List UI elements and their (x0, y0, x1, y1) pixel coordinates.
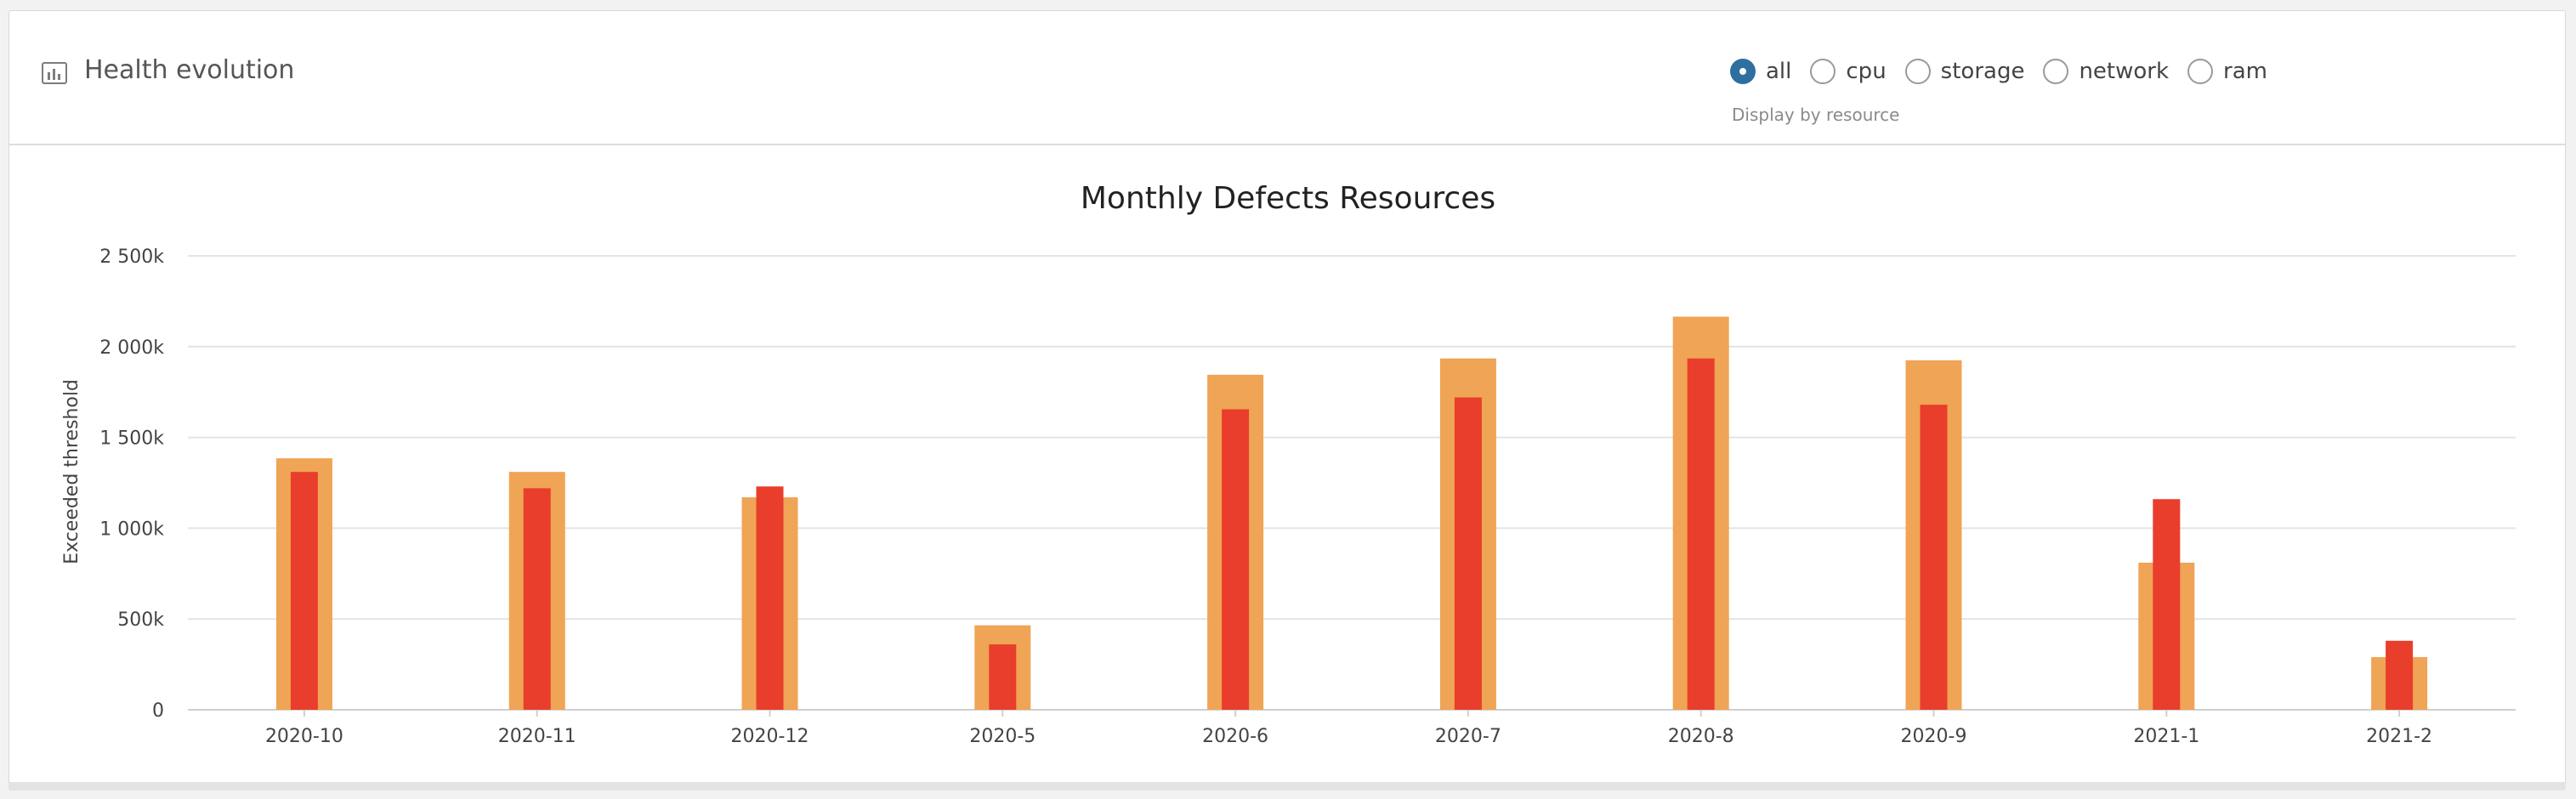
x-tick-label: 2020-6 (1202, 726, 1268, 747)
bar-series-2[interactable] (1920, 405, 1948, 710)
y-tick-label: 1 000k (99, 518, 164, 540)
radio-network-control[interactable] (2043, 59, 2069, 84)
resource-filter: all cpu storage network ram (1730, 59, 2286, 84)
bar-series-2[interactable] (1687, 358, 1715, 710)
x-tick-label: 2020-12 (731, 726, 809, 747)
y-tick-label: 1 500k (99, 428, 164, 450)
bar-series-2[interactable] (523, 488, 551, 710)
x-tick-label: 2020-8 (1668, 726, 1734, 747)
y-axis-label: Exceeded threshold (61, 379, 82, 564)
bar-series-2[interactable] (2153, 499, 2181, 710)
radio-ram-label[interactable]: ram (2223, 59, 2267, 84)
x-tick-label: 2020-5 (969, 726, 1036, 747)
bar-series-2[interactable] (2386, 640, 2414, 710)
bar-series-2[interactable] (290, 472, 318, 710)
bar-series-2[interactable] (989, 644, 1017, 710)
x-tick-label: 2020-11 (498, 726, 576, 747)
card-bottom-edge (9, 782, 2566, 790)
radio-cpu-control[interactable] (1810, 59, 1836, 84)
radio-storage-label[interactable]: storage (1940, 59, 2025, 84)
y-tick-label: 2 000k (99, 337, 164, 359)
bar-chart-icon (42, 62, 67, 84)
bars (275, 316, 2428, 710)
y-tick-label: 500k (117, 609, 164, 631)
y-tick-label: 0 (152, 700, 164, 722)
x-tick-label: 2020-10 (265, 726, 343, 747)
y-tick-label: 2 500k (99, 246, 164, 268)
radio-all-label[interactable]: all (1766, 59, 1792, 84)
radio-ram[interactable]: ram (2187, 59, 2267, 84)
radio-storage[interactable]: storage (1904, 59, 2025, 84)
radio-storage-control[interactable] (1904, 59, 1931, 84)
x-tick-label: 2021-1 (2133, 726, 2199, 747)
radio-network[interactable]: network (2043, 59, 2169, 84)
radio-all[interactable]: all (1730, 59, 1791, 84)
health-evolution-card: Health evolution all cpu storage network… (9, 10, 2566, 784)
radio-ram-control[interactable] (2187, 59, 2214, 84)
y-tick-labels: 0 500k 1 000k 1 500k 2 000k 2 500k (99, 246, 164, 722)
radio-cpu-label[interactable]: cpu (1846, 59, 1887, 84)
x-tick-label: 2020-7 (1435, 726, 1501, 747)
bar-series-2[interactable] (756, 486, 784, 710)
card-header: Health evolution all cpu storage network… (9, 11, 2565, 145)
x-tick-labels: 2020-10 2020-11 2020-12 2020-5 2020-6 2020-7 2… (265, 710, 2432, 747)
radio-network-label[interactable]: network (2079, 59, 2170, 84)
x-tick-label: 2020-9 (1901, 726, 1967, 747)
chart-title: Monthly Defects Resources (1081, 181, 1495, 216)
card-title: Health evolution (84, 55, 295, 85)
x-tick-label: 2021-2 (2366, 726, 2432, 747)
bar-series-2[interactable] (1454, 397, 1482, 710)
grid-lines (188, 255, 2516, 711)
radio-all-control[interactable] (1730, 59, 1756, 84)
radio-cpu[interactable]: cpu (1810, 59, 1887, 84)
resource-filter-help: Display by resource (1732, 105, 1900, 125)
bar-series-2[interactable] (1222, 409, 1250, 710)
